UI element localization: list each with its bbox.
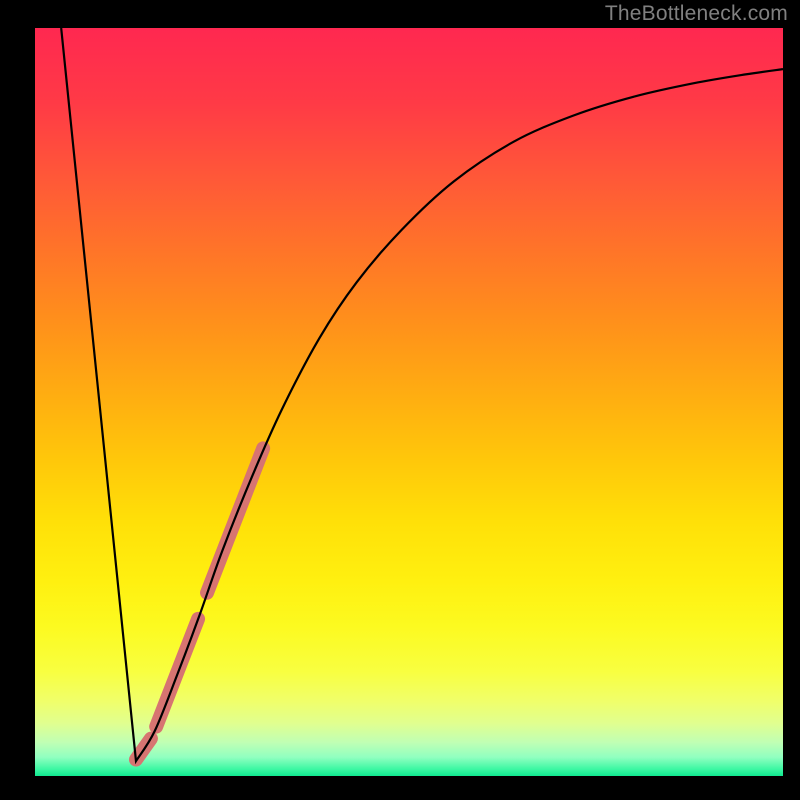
gradient-background	[35, 28, 783, 776]
chart-plot-area	[35, 28, 783, 776]
chart-svg	[35, 28, 783, 776]
watermark-text: TheBottleneck.com	[605, 2, 788, 26]
